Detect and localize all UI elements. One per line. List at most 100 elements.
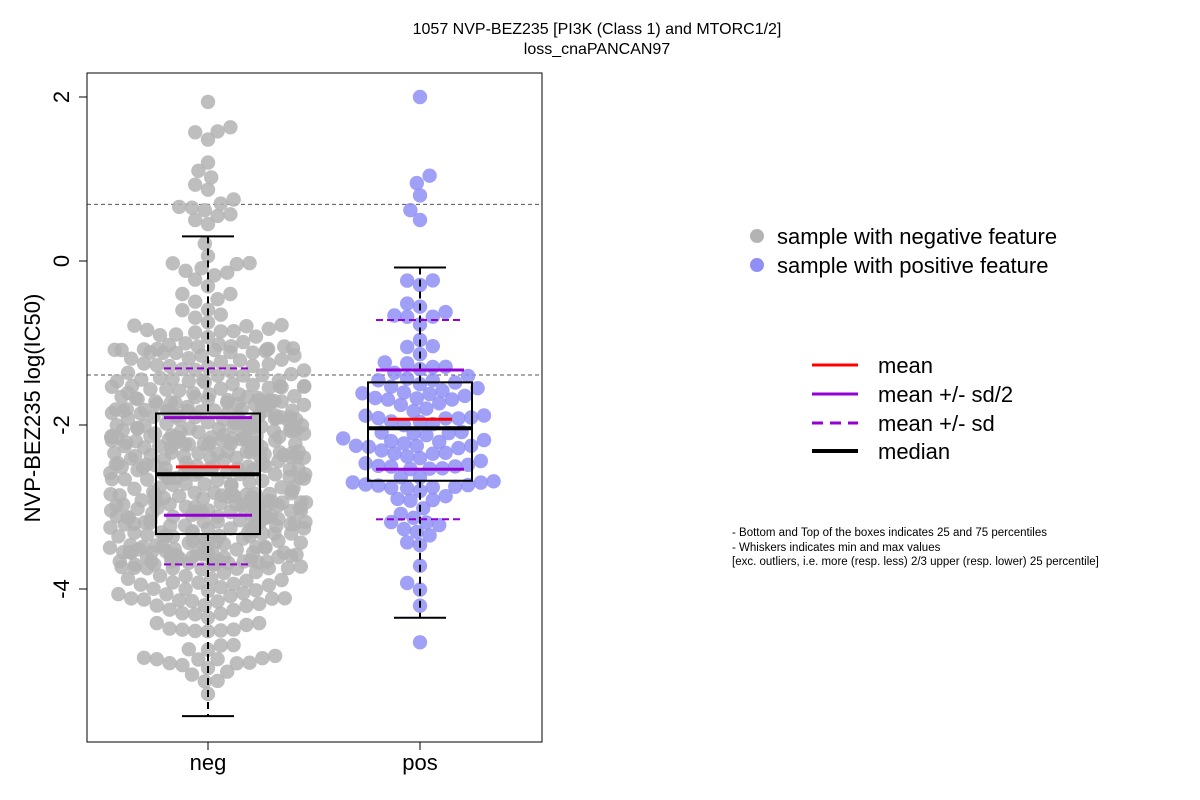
data-point-neg (226, 324, 241, 339)
data-point-neg (261, 357, 276, 372)
data-point-neg (184, 200, 200, 215)
data-point-neg (177, 518, 193, 533)
data-point-neg (190, 546, 205, 561)
data-point-neg (239, 617, 254, 633)
data-point-neg (213, 196, 228, 211)
data-point-pos (432, 434, 447, 450)
chart-notes: - Bottom and Top of the boxes indicates … (732, 527, 1099, 568)
data-point-neg (103, 520, 118, 535)
data-point-neg (127, 448, 143, 464)
data-point-neg (193, 404, 208, 419)
data-point-neg (236, 334, 251, 350)
data-point-neg (232, 353, 248, 368)
data-point-pos (425, 446, 440, 461)
data-point-neg (176, 448, 192, 464)
data-point-neg (226, 192, 241, 207)
data-point-neg (223, 207, 238, 222)
data-point-neg (149, 615, 164, 631)
data-point-pos (425, 373, 440, 388)
data-point-neg (220, 265, 235, 280)
data-point-neg (213, 381, 228, 396)
data-point-pos (425, 309, 440, 324)
data-point-neg (287, 516, 302, 531)
data-point-neg (266, 423, 282, 439)
data-point-neg (274, 480, 289, 495)
data-point-neg (202, 387, 217, 402)
data-point-neg (242, 255, 257, 271)
data-point-neg (210, 473, 225, 488)
data-point-neg (188, 125, 203, 140)
data-point-neg (262, 486, 277, 502)
x-tick-label-neg: neg (190, 750, 227, 775)
box-pos (367, 381, 473, 482)
data-point-pos (412, 188, 428, 203)
data-point-neg (268, 467, 283, 482)
data-point-neg (172, 593, 187, 608)
data-point-neg (152, 328, 168, 343)
data-point-neg (188, 212, 203, 228)
data-point-neg (165, 256, 180, 271)
data-point-pos (396, 521, 412, 537)
data-point-neg (180, 399, 195, 415)
data-point-neg (109, 373, 125, 389)
data-point-neg (207, 485, 222, 500)
data-point-pos (371, 410, 386, 426)
data-point-pos (403, 493, 418, 508)
data-point-neg (165, 575, 180, 590)
data-point-neg (134, 372, 149, 387)
data-point-neg (135, 539, 150, 555)
data-point-neg (223, 286, 238, 302)
data-point-neg (172, 488, 187, 504)
data-point-pos (371, 373, 386, 388)
data-point-neg (159, 587, 174, 602)
data-point-neg (175, 657, 190, 673)
data-point-pos (438, 489, 453, 504)
data-point-pos (336, 431, 351, 446)
data-point-pos (425, 359, 440, 375)
data-point-neg (245, 358, 260, 374)
data-point-neg (108, 402, 124, 417)
data-point-neg (162, 621, 177, 636)
data-point-neg (140, 527, 155, 542)
data-point-neg (191, 575, 206, 590)
data-point-pos (400, 371, 415, 386)
data-point-neg (124, 591, 139, 606)
data-point-neg (143, 382, 158, 397)
data-point-pos (390, 491, 405, 507)
y-tick-label: 0 (49, 255, 74, 267)
data-point-neg (188, 607, 203, 622)
data-point-pos (409, 175, 424, 191)
data-point-neg (163, 395, 179, 410)
data-point-pos (371, 478, 386, 493)
data-point-neg (159, 382, 174, 397)
data-point-pos (412, 212, 428, 228)
data-point-pos (412, 483, 428, 499)
data-point-neg (175, 303, 190, 318)
note-line-1: - Bottom and Top of the boxes indicates … (732, 527, 1047, 539)
data-point-neg (117, 472, 132, 487)
data-point-neg (136, 342, 152, 357)
data-point-pos (355, 386, 370, 401)
data-point-pos (400, 296, 415, 311)
data-point-neg (133, 577, 148, 592)
data-point-neg (217, 550, 232, 565)
data-point-pos (438, 304, 453, 320)
data-point-neg (194, 261, 209, 276)
legend-pos-marker (750, 258, 764, 272)
data-point-neg (168, 327, 184, 342)
data-point-neg (178, 263, 193, 278)
data-point-neg (271, 373, 286, 388)
data-point-neg (226, 602, 241, 618)
data-point-neg (140, 322, 155, 338)
data-point-neg (293, 559, 308, 574)
data-point-neg (223, 120, 238, 135)
data-point-neg (236, 586, 251, 601)
plot-frame (86, 72, 543, 743)
data-point-neg (287, 389, 302, 404)
data-point-neg (172, 383, 187, 398)
data-point-neg (197, 203, 212, 218)
data-point-pos (425, 492, 440, 508)
data-point-neg (175, 362, 190, 377)
data-point-neg (175, 606, 190, 621)
data-point-neg (264, 591, 280, 606)
